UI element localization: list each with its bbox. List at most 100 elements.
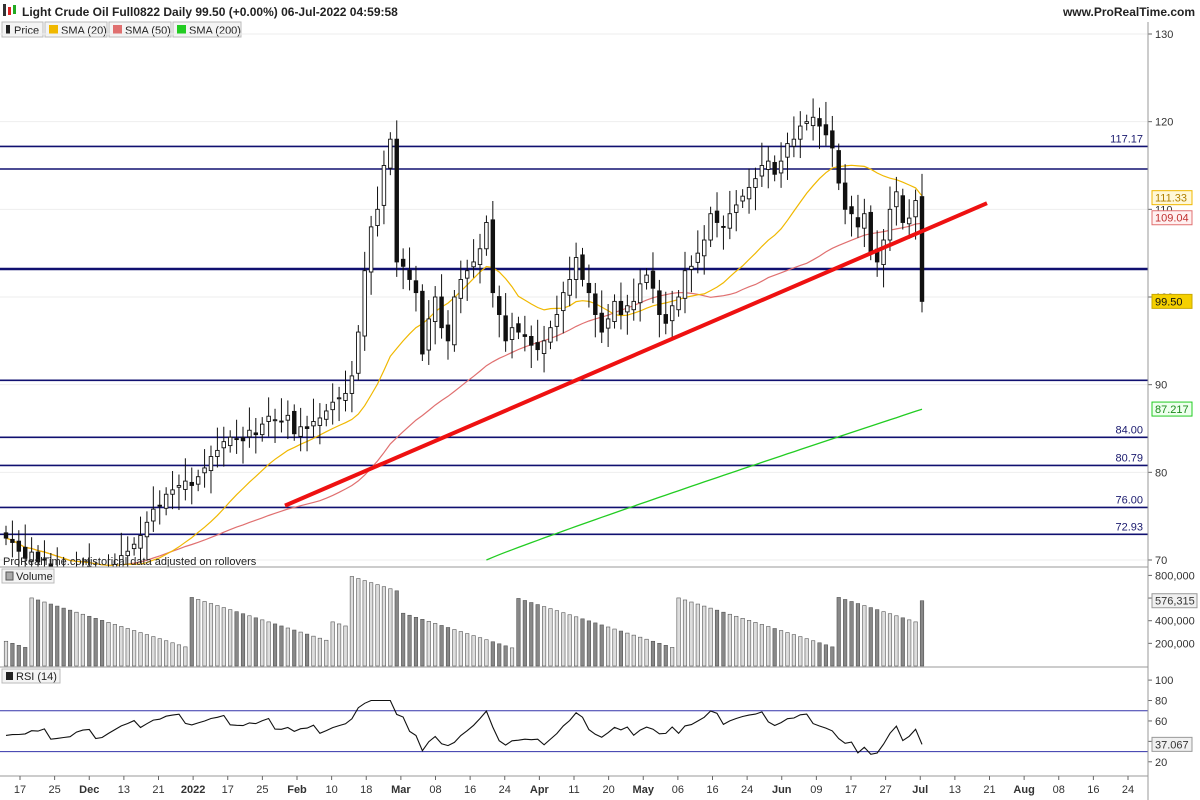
- volume-bar[interactable]: [292, 629, 297, 667]
- candle[interactable]: [471, 239, 476, 278]
- candle[interactable]: [657, 279, 662, 338]
- candle[interactable]: [125, 536, 130, 574]
- volume-bar[interactable]: [766, 626, 771, 667]
- volume-bar[interactable]: [791, 634, 796, 667]
- volume-bar[interactable]: [87, 615, 92, 667]
- volume-bar[interactable]: [548, 608, 553, 667]
- candle[interactable]: [612, 294, 617, 329]
- volume-bar[interactable]: [305, 633, 310, 667]
- volume-bar[interactable]: [330, 621, 335, 667]
- volume-bar[interactable]: [266, 621, 271, 667]
- candle[interactable]: [23, 524, 28, 569]
- candle[interactable]: [842, 164, 848, 225]
- volume-bar[interactable]: [535, 604, 540, 667]
- support-trendline[interactable]: [284, 201, 988, 508]
- volume-bar[interactable]: [529, 602, 534, 667]
- candle[interactable]: [753, 167, 758, 211]
- rsi-line[interactable]: [5, 699, 923, 755]
- volume-bar[interactable]: [875, 609, 880, 667]
- volume-bar[interactable]: [157, 638, 162, 667]
- candle[interactable]: [202, 449, 207, 488]
- volume-bar[interactable]: [324, 639, 329, 667]
- volume-bar[interactable]: [823, 644, 828, 667]
- volume-bar[interactable]: [887, 613, 893, 667]
- volume-bar[interactable]: [362, 580, 367, 667]
- volume-bar[interactable]: [170, 642, 175, 667]
- candle[interactable]: [484, 215, 489, 256]
- candle[interactable]: [836, 143, 841, 191]
- volume-bar[interactable]: [509, 647, 515, 667]
- candle[interactable]: [535, 319, 540, 361]
- volume-bar[interactable]: [836, 597, 841, 667]
- candle[interactable]: [849, 195, 854, 237]
- candle[interactable]: [631, 278, 636, 321]
- candle[interactable]: [798, 111, 803, 159]
- candle[interactable]: [368, 215, 374, 295]
- volume-bar[interactable]: [714, 609, 720, 667]
- site-url[interactable]: www.ProRealTime.com: [1062, 5, 1195, 19]
- volume-bar[interactable]: [650, 640, 656, 667]
- volume-bar[interactable]: [401, 612, 406, 667]
- volume-bar[interactable]: [189, 597, 194, 667]
- volume-bar[interactable]: [907, 619, 912, 667]
- candle[interactable]: [778, 142, 784, 188]
- candle[interactable]: [439, 274, 444, 339]
- candle[interactable]: [580, 247, 585, 287]
- volume-bar[interactable]: [919, 600, 925, 667]
- volume-bar[interactable]: [484, 639, 489, 667]
- volume-bar[interactable]: [458, 631, 463, 667]
- volume-bar[interactable]: [388, 588, 393, 667]
- volume-bar[interactable]: [702, 605, 707, 667]
- candle[interactable]: [119, 532, 124, 578]
- candle[interactable]: [317, 403, 323, 445]
- volume-bar[interactable]: [567, 614, 572, 667]
- candle[interactable]: [740, 189, 745, 209]
- candle[interactable]: [625, 294, 630, 335]
- candle[interactable]: [42, 540, 47, 575]
- volume-bar[interactable]: [811, 640, 816, 667]
- volume-bar[interactable]: [317, 637, 322, 667]
- volume-bar[interactable]: [183, 646, 188, 667]
- volume-bar[interactable]: [798, 636, 803, 667]
- volume-bar[interactable]: [375, 584, 380, 667]
- volume-bar[interactable]: [516, 598, 521, 667]
- candle[interactable]: [324, 403, 329, 427]
- candle[interactable]: [817, 107, 822, 149]
- candle[interactable]: [234, 419, 239, 454]
- candle[interactable]: [734, 190, 739, 232]
- volume-bar[interactable]: [23, 647, 28, 667]
- volume-bar[interactable]: [522, 600, 527, 667]
- candle[interactable]: [862, 198, 867, 248]
- candle[interactable]: [170, 471, 175, 510]
- candle[interactable]: [766, 146, 771, 189]
- candle[interactable]: [561, 281, 566, 334]
- volume-bar[interactable]: [298, 631, 303, 667]
- volume-bar[interactable]: [881, 611, 886, 667]
- volume-bar[interactable]: [381, 586, 386, 667]
- volume-bar[interactable]: [234, 611, 239, 667]
- candle[interactable]: [708, 206, 713, 248]
- volume-bar[interactable]: [830, 646, 835, 667]
- volume-bar[interactable]: [580, 618, 585, 667]
- volume-bar[interactable]: [682, 599, 688, 667]
- volume-bar[interactable]: [29, 597, 34, 667]
- candle[interactable]: [599, 290, 604, 344]
- volume-bar[interactable]: [55, 605, 60, 667]
- candle[interactable]: [272, 408, 278, 443]
- candle[interactable]: [304, 415, 310, 452]
- volume-bar[interactable]: [561, 612, 566, 667]
- volume-bar[interactable]: [100, 620, 105, 667]
- candle[interactable]: [356, 325, 361, 381]
- candle[interactable]: [669, 290, 675, 340]
- volume-bar[interactable]: [164, 640, 169, 667]
- volume-bar[interactable]: [542, 606, 547, 667]
- candle[interactable]: [247, 407, 252, 448]
- volume-bar[interactable]: [772, 628, 777, 667]
- candle[interactable]: [458, 260, 464, 314]
- volume-bar[interactable]: [606, 626, 611, 667]
- volume-bar[interactable]: [61, 607, 66, 667]
- volume-bar[interactable]: [420, 619, 425, 667]
- volume-bar[interactable]: [445, 627, 451, 667]
- volume-bar[interactable]: [753, 622, 758, 667]
- volume-bar[interactable]: [503, 645, 508, 667]
